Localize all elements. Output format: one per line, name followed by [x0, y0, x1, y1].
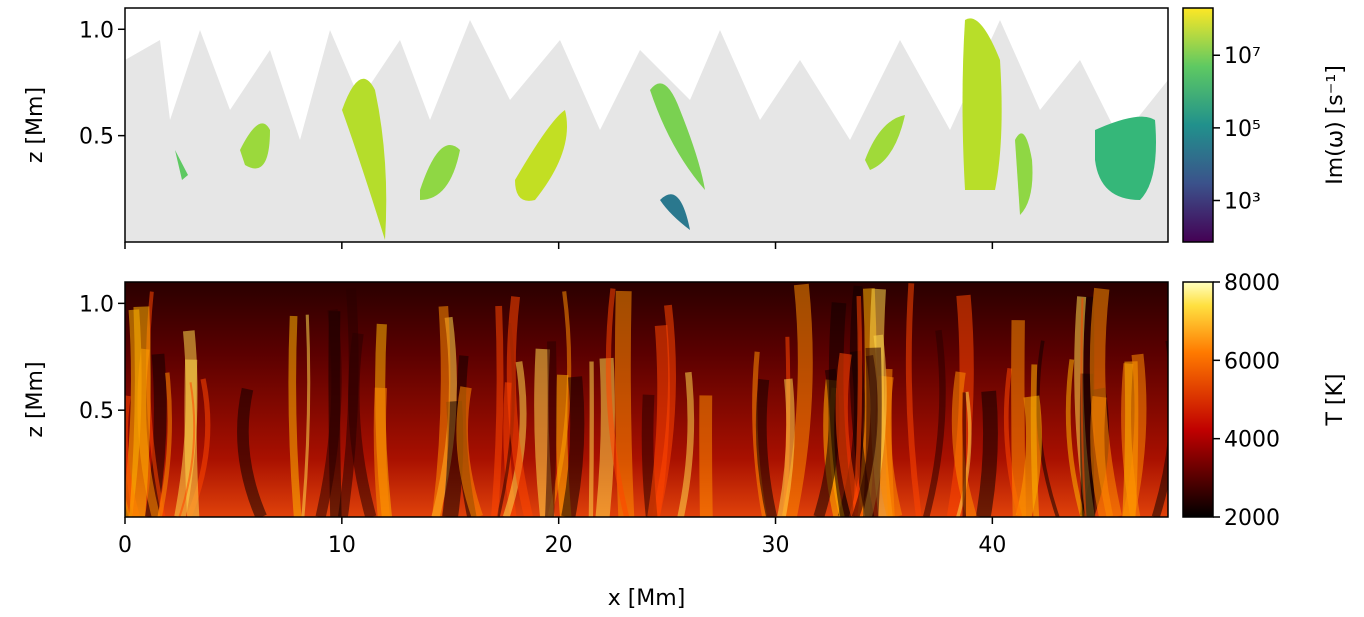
y-tick-label: 1.0 — [79, 292, 114, 317]
y-tick-label: 1.0 — [79, 18, 114, 43]
colorbar-tick-label: 8000 — [1224, 271, 1280, 296]
streak — [983, 391, 990, 517]
colorbar-label: T [K] — [1323, 373, 1348, 426]
colorbar — [1183, 8, 1213, 242]
colorbar-label: Im(ω) [s⁻¹] — [1323, 65, 1348, 185]
x-axis-label: x [Mm] — [608, 586, 686, 611]
streak — [1086, 374, 1089, 517]
colorbar-tick-label: 2000 — [1224, 506, 1280, 531]
x-tick-label: 10 — [328, 533, 356, 558]
streak — [1018, 320, 1020, 517]
x-tick-label: 0 — [118, 533, 132, 558]
colorbar-tick-label: 10⁵ — [1224, 117, 1261, 142]
streak — [450, 401, 455, 517]
colorbar-tick-label: 4000 — [1224, 428, 1280, 453]
colorbar-tick-label: 6000 — [1224, 349, 1280, 374]
streak — [1097, 397, 1106, 517]
x-tick-label: 20 — [545, 533, 573, 558]
streak — [706, 395, 707, 517]
streak — [380, 388, 384, 517]
streak — [550, 341, 553, 517]
streak — [137, 307, 143, 517]
streak — [591, 362, 592, 517]
y-tick-label: 0.5 — [79, 125, 114, 150]
streak — [1034, 364, 1037, 517]
y-tick-label: 0.5 — [79, 399, 114, 424]
x-tick-label: 30 — [762, 533, 790, 558]
colorbar-tick-label: 10⁷ — [1224, 44, 1261, 69]
colorbar — [1183, 282, 1213, 517]
x-tick-label: 40 — [978, 533, 1006, 558]
heatmap-image — [113, 282, 1174, 517]
heatmap-image — [125, 8, 1168, 242]
streak — [623, 291, 626, 517]
streak — [113, 317, 125, 517]
y-axis-label: z [Mm] — [23, 87, 48, 163]
y-axis-label: z [Mm] — [23, 361, 48, 437]
colorbar-tick-label: 10³ — [1224, 190, 1261, 215]
